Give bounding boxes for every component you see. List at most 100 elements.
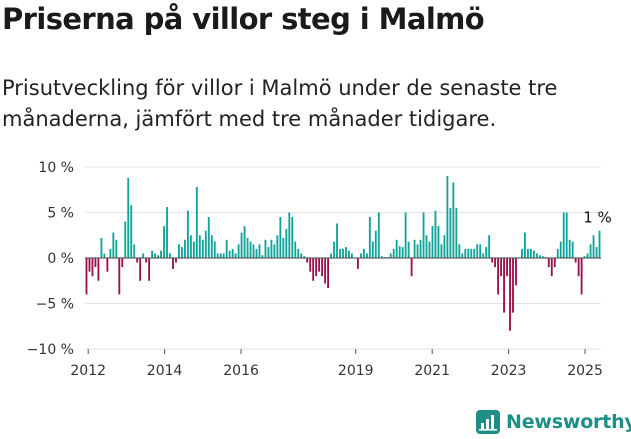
- chart-bar: [365, 253, 368, 258]
- chart-bar: [580, 258, 583, 295]
- chart-bar: [535, 253, 538, 258]
- chart-bar: [559, 241, 562, 258]
- chart-bar: [473, 248, 476, 258]
- chart-bar: [333, 241, 335, 258]
- chart-bar: [315, 258, 318, 277]
- chart-bar: [345, 247, 347, 258]
- chart-bar: [506, 258, 508, 277]
- chart-bar: [464, 248, 467, 258]
- chart-bar: [437, 226, 440, 258]
- chart-bar: [527, 248, 529, 258]
- chart-bar: [410, 258, 413, 277]
- chart-bar: [243, 226, 246, 258]
- chart-bar: [183, 239, 186, 258]
- chart-bar: [503, 258, 505, 313]
- chart-bar: [282, 237, 285, 258]
- chart-bar: [541, 256, 544, 258]
- chart-bar: [562, 212, 565, 258]
- chart-bar: [219, 253, 222, 258]
- chart-bar: [258, 244, 261, 258]
- x-tick-label: 2012: [70, 363, 106, 379]
- chart-bar: [169, 253, 171, 258]
- y-tick-label: 5 %: [47, 206, 74, 222]
- chart-bar: [151, 250, 154, 258]
- chart-bar: [222, 253, 225, 258]
- chart-bar: [178, 244, 180, 258]
- chart-bar: [127, 177, 130, 258]
- chart-bar: [321, 258, 324, 277]
- chart-bar: [377, 212, 380, 258]
- chart-bar: [148, 258, 151, 281]
- chart-bar: [494, 258, 497, 268]
- chart-bar: [267, 247, 270, 258]
- chart-bar: [416, 244, 419, 258]
- chart-bar: [136, 258, 139, 263]
- chart-bar: [97, 258, 100, 281]
- chart-bar: [356, 258, 359, 269]
- chart-bar: [461, 253, 464, 258]
- chart-bar: [207, 217, 210, 258]
- chart-bar: [512, 258, 514, 313]
- chart-bar: [592, 235, 595, 258]
- chart-bar: [532, 250, 535, 258]
- chart-bar: [234, 253, 237, 258]
- chart-bar: [470, 248, 473, 258]
- chart-bar: [210, 235, 213, 258]
- chart-bar: [589, 244, 592, 258]
- chart-bar: [467, 248, 470, 258]
- chart-bar: [348, 250, 350, 258]
- chart-bar: [565, 212, 568, 258]
- chart-bar: [121, 258, 124, 268]
- chart-bar: [491, 258, 494, 263]
- chart-bar: [422, 212, 425, 258]
- chart-bar: [428, 241, 431, 258]
- brand-logo: Newsworthy: [476, 408, 631, 436]
- chart-bar: [389, 253, 392, 258]
- chart-bar: [189, 235, 192, 258]
- x-tick-label: 2019: [338, 363, 374, 379]
- chart-bar: [133, 244, 136, 258]
- chart-bar: [318, 258, 321, 272]
- x-tick-label: 2025: [567, 363, 603, 379]
- chart-bar: [249, 241, 252, 258]
- chart-bar: [500, 258, 503, 277]
- chart-bar: [488, 235, 491, 258]
- last-value-label: 1 %: [583, 209, 612, 227]
- chart-bar: [246, 237, 249, 258]
- chart-bar: [574, 258, 577, 263]
- chart-bar: [398, 246, 401, 258]
- chart-bar: [297, 248, 300, 258]
- chart-bar: [106, 258, 109, 272]
- chart-bar: [124, 221, 127, 258]
- chart-bar: [291, 217, 294, 258]
- chart-bar: [255, 248, 258, 258]
- brand-name: Newsworthy: [506, 411, 631, 433]
- chart-bar: [213, 241, 216, 258]
- chart-bar: [145, 258, 148, 263]
- chart-bar: [112, 232, 115, 258]
- chart-bar: [425, 235, 428, 258]
- chart-bar: [181, 247, 183, 258]
- chart-bar: [160, 250, 162, 258]
- chart-bar: [368, 217, 371, 258]
- chart-bar: [154, 253, 157, 258]
- chart-bar: [586, 253, 589, 258]
- chart-bar: [186, 210, 189, 258]
- chart-bar: [392, 248, 395, 258]
- chart-bar: [142, 253, 145, 258]
- chart-bar: [300, 253, 303, 258]
- chart-bar: [166, 207, 168, 258]
- chart-bar: [306, 258, 309, 263]
- chart-bar: [264, 239, 267, 258]
- chart-bar: [509, 258, 511, 331]
- chart-bar: [529, 248, 532, 258]
- chart-bar: [303, 256, 306, 258]
- chart-bar: [118, 258, 121, 295]
- chart-bar: [103, 253, 106, 258]
- chart-bar: [115, 239, 118, 258]
- chart-bar: [225, 239, 228, 258]
- x-tick-label: 2023: [491, 363, 527, 379]
- chart-bar: [538, 255, 541, 258]
- chart-bar: [431, 226, 434, 258]
- chart-bar: [324, 258, 327, 284]
